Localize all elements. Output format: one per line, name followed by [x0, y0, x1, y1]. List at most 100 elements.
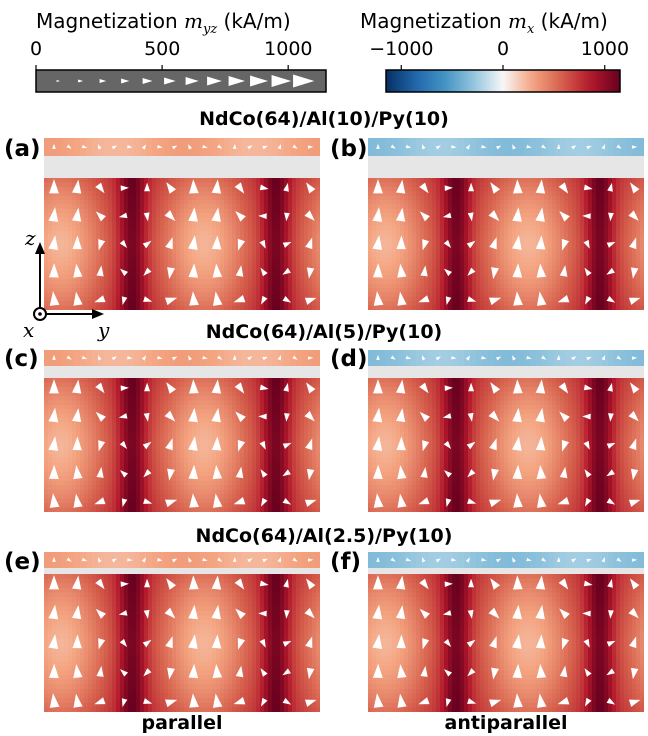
py-moment-arrow — [127, 145, 133, 149]
ndco-moment-arrow — [167, 667, 175, 680]
ndco-moment-arrow — [396, 634, 406, 649]
ndco-moment-arrow — [304, 607, 315, 619]
py-moment-arrow — [157, 144, 163, 149]
py-moment-arrow — [526, 557, 532, 562]
ndco-moment-arrow — [396, 436, 406, 451]
ndco-moment-arrow — [583, 239, 590, 249]
ndco-moment-arrow — [513, 179, 523, 194]
ndco-moment-arrow — [189, 291, 199, 306]
ndco-moment-arrow — [71, 408, 82, 423]
ndco-moment-arrow — [165, 636, 173, 649]
ndco-moment-arrow — [212, 493, 223, 508]
ndco-moment-arrow — [71, 207, 82, 222]
row-title-3: NdCo(64)/Al(2.5)/Py(10) — [195, 525, 453, 547]
panel-label-a: (a) — [4, 136, 41, 162]
colorbar-mx-title: Magnetization mx (kA/m) — [360, 9, 608, 37]
panel-label-b: (b) — [330, 136, 368, 162]
ndco-moment-arrow — [628, 499, 641, 507]
ndco-moment-arrow — [445, 498, 452, 507]
ndco-moment-arrow — [490, 182, 501, 194]
ndco-moment-arrow — [260, 668, 268, 677]
ndco-moment-arrow — [72, 436, 82, 451]
ndco-moment-arrow — [488, 410, 500, 422]
ndco-moment-arrow — [260, 697, 268, 707]
ndco-moment-arrow — [188, 207, 198, 222]
ndco-moment-arrow — [48, 634, 59, 649]
ndco-moment-arrow — [211, 436, 222, 451]
ndco-moment-arrow — [72, 235, 82, 250]
panel-label-e: (e) — [4, 549, 41, 575]
ndco-moment-arrow — [513, 379, 523, 394]
ndco-moment-arrow — [513, 693, 523, 708]
ndco-moment-arrow — [628, 607, 639, 619]
py-moment-arrow — [127, 558, 133, 562]
ndco-moment-arrow — [282, 497, 292, 505]
py-moment-arrow — [512, 355, 516, 361]
colorbar-myz-arrow — [78, 79, 84, 83]
ndco-moment-arrow — [372, 407, 383, 423]
ndco-moment-arrow — [629, 636, 637, 649]
ndco-moment-arrow — [630, 382, 640, 394]
ndco-moment-arrow — [48, 663, 59, 678]
py-moment-arrow — [247, 145, 253, 150]
ndco-moment-arrow — [608, 610, 614, 619]
al-spacer-layer — [44, 156, 320, 178]
ndco-moment-arrow — [608, 413, 614, 422]
ndco-moment-arrow — [422, 440, 430, 452]
ndco-moment-arrow — [306, 667, 315, 680]
ndco-moment-arrow — [165, 699, 178, 708]
ndco-moment-arrow — [73, 263, 83, 278]
ndco-moment-arrow — [373, 575, 383, 590]
ndco-moment-arrow — [422, 239, 430, 251]
py-moment-arrow — [97, 144, 102, 150]
ndco-moment-arrow — [628, 699, 641, 707]
ndco-moment-arrow — [422, 638, 430, 650]
ndco-moment-arrow — [234, 182, 245, 194]
ndco-moment-arrow — [512, 604, 522, 620]
ndco-layer — [44, 378, 320, 512]
ndco-moment-arrow — [188, 464, 199, 480]
ndco-layer — [368, 178, 644, 310]
py-moment-arrow — [232, 556, 237, 563]
ndco-moment-arrow — [559, 265, 568, 277]
py-moment-arrow — [262, 558, 268, 563]
py-moment-arrow — [111, 145, 117, 150]
py-moment-arrow — [421, 144, 426, 150]
ndco-moment-arrow — [49, 379, 59, 394]
ndco-moment-arrow — [235, 411, 246, 423]
ndco-moment-arrow — [96, 665, 104, 677]
colorbar-mx-tick: 0 — [497, 38, 510, 60]
ndco-moment-arrow — [488, 607, 500, 619]
ndco-moment-arrow — [72, 634, 82, 649]
ndco-moment-arrow — [467, 267, 476, 276]
ndco-moment-arrow — [536, 263, 547, 278]
ndco-moment-arrow — [606, 267, 615, 275]
ndco-moment-arrow — [166, 182, 177, 194]
py-moment-arrow — [586, 145, 592, 150]
colorbar-mx-bar — [385, 69, 621, 93]
ndco-moment-arrow — [535, 604, 545, 620]
py-moment-arrow — [127, 356, 133, 360]
ndco-moment-arrow — [419, 382, 429, 394]
py-moment-arrow — [52, 143, 56, 149]
ndco-moment-arrow — [584, 469, 592, 478]
ndco-moment-arrow — [558, 578, 569, 590]
ndco-moment-arrow — [211, 235, 222, 250]
py-moment-arrow — [171, 145, 178, 150]
ndco-moment-arrow — [284, 212, 290, 222]
py-moment-arrow — [481, 557, 487, 562]
ndco-moment-arrow — [71, 605, 82, 620]
ndco-moment-arrow — [445, 296, 452, 305]
column-label-parallel: parallel — [141, 712, 223, 734]
ndco-moment-arrow — [373, 693, 384, 708]
py-moment-arrow — [481, 355, 487, 360]
ndco-moment-arrow — [491, 468, 499, 481]
row-title-1: NdCo(64)/Al(10)/Py(10) — [199, 108, 449, 130]
py-moment-arrow — [451, 558, 457, 562]
ndco-moment-arrow — [164, 210, 176, 222]
ndco-moment-arrow — [512, 207, 522, 222]
ndco-moment-arrow — [72, 179, 82, 194]
ndco-moment-arrow — [443, 440, 452, 449]
ndco-moment-arrow — [211, 575, 222, 590]
ndco-moment-arrow — [118, 212, 128, 219]
